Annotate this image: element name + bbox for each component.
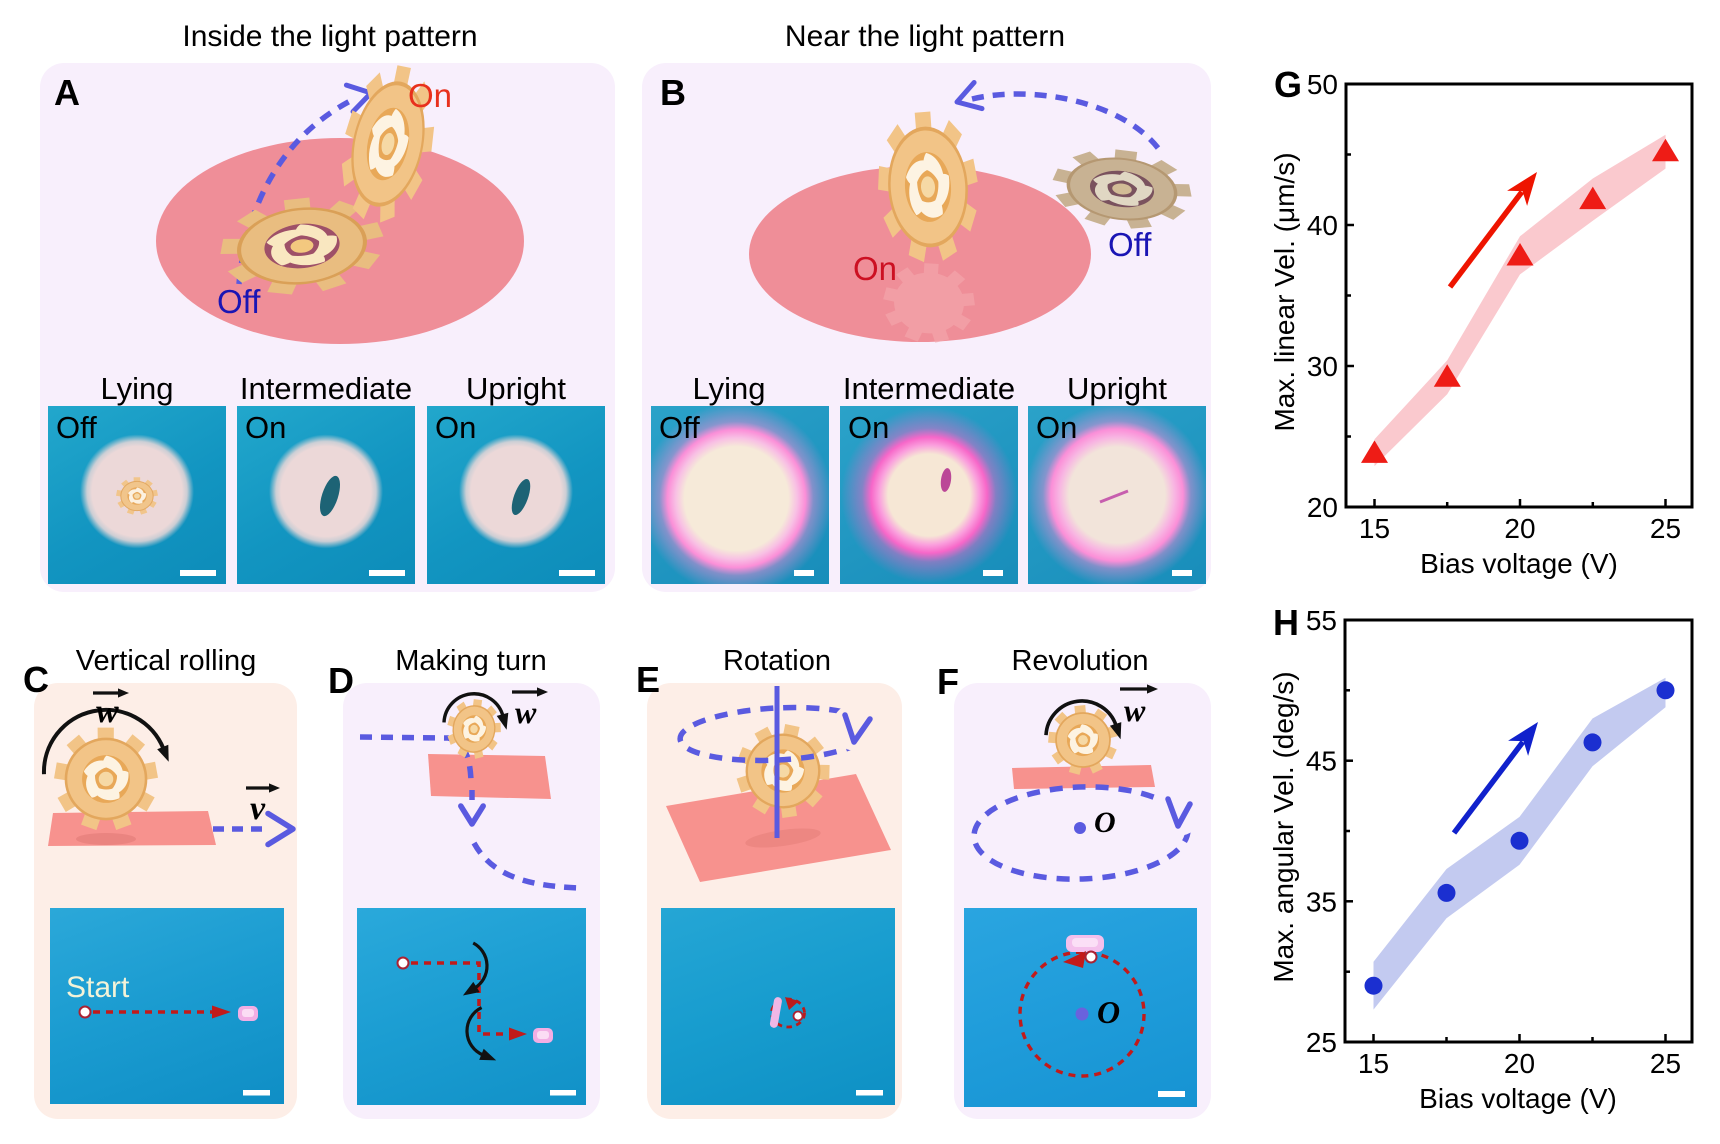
svg-text:25: 25 [1650, 1048, 1681, 1079]
svg-text:15: 15 [1358, 1048, 1389, 1079]
svg-text:15: 15 [1359, 513, 1390, 544]
svg-text:20: 20 [1504, 513, 1535, 544]
svg-text:25: 25 [1650, 513, 1681, 544]
svg-text:30: 30 [1307, 351, 1338, 382]
svg-text:45: 45 [1306, 746, 1337, 777]
svg-text:50: 50 [1307, 69, 1338, 100]
svg-text:25: 25 [1306, 1027, 1337, 1058]
svg-text:20: 20 [1307, 492, 1338, 523]
svg-text:Max. linear Vel. (μm/s): Max. linear Vel. (μm/s) [1269, 152, 1300, 431]
svg-text:Bias voltage (V): Bias voltage (V) [1419, 1083, 1617, 1114]
svg-text:40: 40 [1307, 210, 1338, 241]
svg-text:Bias voltage (V): Bias voltage (V) [1420, 548, 1618, 579]
svg-text:20: 20 [1504, 1048, 1535, 1079]
svg-text:55: 55 [1306, 605, 1337, 636]
svg-text:35: 35 [1306, 886, 1337, 917]
svg-text:Max. angular Vel. (deg/s): Max. angular Vel. (deg/s) [1268, 671, 1299, 982]
